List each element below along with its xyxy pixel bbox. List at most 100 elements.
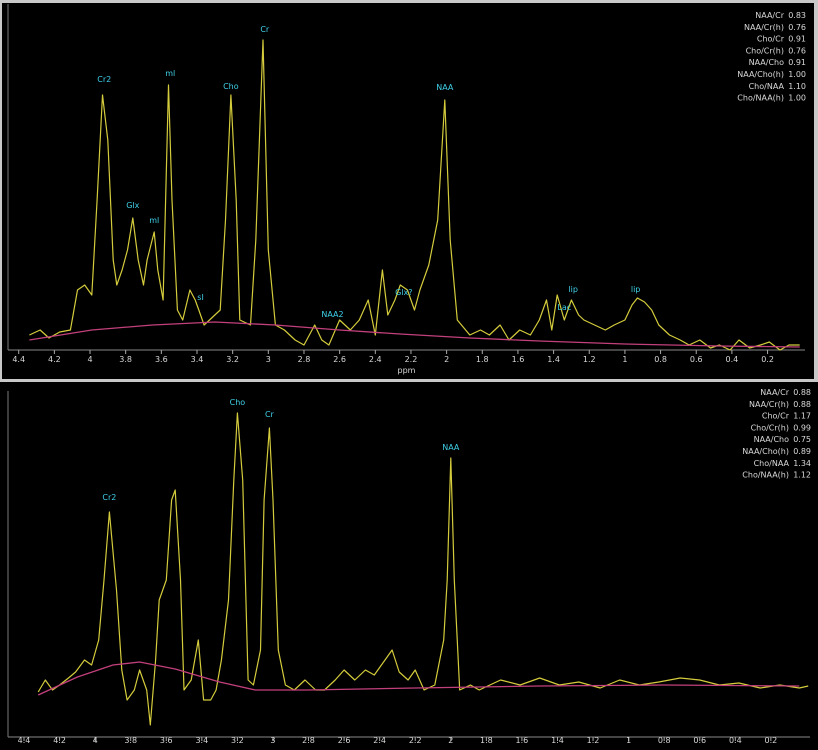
x-tick-label: 0.2 — [761, 355, 774, 364]
ratio-name: NAA/Cho — [749, 58, 785, 67]
x-tick-label: 2.4 — [373, 736, 386, 745]
x-tick-label: 3 — [266, 355, 271, 364]
panel-bottom — [0, 382, 818, 750]
ratio-name: NAA/Cho(h) — [742, 447, 789, 456]
baseline — [37, 661, 800, 696]
x-tick-label: 3.2 — [231, 736, 244, 745]
peak-label: lip — [568, 285, 578, 294]
x-tick-label: 2.6 — [333, 355, 346, 364]
panel-top — [2, 3, 814, 379]
x-tick-label: 3.2 — [226, 355, 239, 364]
peak-label: ml — [165, 69, 175, 78]
x-tick-label: 3.8 — [119, 355, 132, 364]
x-axis-label: ppm — [398, 366, 416, 375]
ratio-value: 1.10 — [788, 82, 806, 91]
x-tick-label: 4.4 — [18, 736, 31, 745]
peak-label: NAA2 — [321, 310, 343, 319]
ratio-name: NAA/Cr — [760, 388, 789, 397]
ratio-value: 0.83 — [788, 11, 806, 20]
x-tick-label: 0.6 — [690, 355, 703, 364]
peak-label: Cr — [265, 410, 275, 419]
x-tick-label: 1.8 — [480, 736, 493, 745]
peak-label: Lac — [557, 303, 571, 312]
ratio-name: Cho/NAA(h) — [737, 94, 784, 103]
peak-label: Cr — [260, 25, 270, 34]
ratio-name: Cho/Cr — [757, 35, 785, 44]
spectrum — [29, 39, 800, 351]
x-tick-label: 2.8 — [298, 355, 311, 364]
peak-label: Glx? — [395, 288, 412, 297]
ratio-name: NAA/Cr — [755, 11, 784, 20]
spectrum — [37, 412, 809, 726]
peak-label: NAA — [442, 443, 460, 452]
x-tick-label: 1.6 — [516, 736, 529, 745]
x-tick-label: 4 — [93, 736, 98, 745]
ratio-value: 0.76 — [788, 46, 806, 55]
x-tick-label: 1.2 — [587, 736, 600, 745]
ratio-name: NAA/Cr(h) — [744, 23, 784, 32]
x-tick-label: 2.6 — [338, 736, 351, 745]
peak-label: NAA — [436, 83, 454, 92]
peak-label: Glx — [126, 201, 139, 210]
x-tick-label: 4.2 — [48, 355, 61, 364]
x-tick-label: 3.6 — [160, 736, 173, 745]
ratio-value: 0.76 — [788, 23, 806, 32]
x-tick-label: 3.4 — [195, 736, 208, 745]
peak-label: Cho — [223, 82, 239, 91]
ratio-name: Cho/NAA — [754, 459, 790, 468]
x-tick-label: 0.2 — [765, 736, 778, 745]
x-tick-label: 1.4 — [551, 736, 564, 745]
ratio-value: 1.34 — [793, 459, 811, 468]
ratio-name: NAA/Cho(h) — [737, 70, 784, 79]
ratio-value: 0.75 — [793, 435, 811, 444]
x-tick-label: 0.4 — [726, 355, 739, 364]
x-tick-label: 0.4 — [729, 736, 742, 745]
x-tick-label: 2.4 — [369, 355, 382, 364]
ratio-value: 0.99 — [793, 423, 811, 432]
ratio-value: 1.00 — [788, 70, 806, 79]
ratio-name: NAA/Cho — [754, 435, 790, 444]
peak-label: lip — [631, 285, 641, 294]
x-tick-label: 3.6 — [155, 355, 168, 364]
x-tick-label: 0.8 — [658, 736, 671, 745]
ratio-value: 0.89 — [793, 447, 811, 456]
x-tick-label: 2.2 — [405, 355, 418, 364]
x-tick-label: 3.4 — [191, 355, 204, 364]
ratio-name: Cho/Cr(h) — [751, 423, 789, 432]
x-tick-label: 4.4 — [12, 355, 25, 364]
x-tick-label: 1 — [626, 736, 631, 745]
x-tick-label: 4.2 — [53, 736, 66, 745]
ratio-value: 1.00 — [788, 94, 806, 103]
x-tick-label: 3.8 — [124, 736, 137, 745]
ratio-value: 0.91 — [788, 35, 806, 44]
x-tick-label: 1.4 — [547, 355, 560, 364]
ratio-value: 0.91 — [788, 58, 806, 67]
x-tick-label: 4 — [87, 355, 92, 364]
peak-label: ml — [149, 216, 159, 225]
ratio-value: 0.88 — [793, 400, 811, 409]
x-tick-label: 0.8 — [654, 355, 667, 364]
ratio-value: 1.12 — [793, 471, 811, 480]
x-tick-label: 2.2 — [409, 736, 422, 745]
x-tick-label: 0.6 — [693, 736, 706, 745]
x-tick-label: 1 — [622, 355, 627, 364]
peak-label: sI — [197, 293, 204, 302]
ratio-name: Cho/Cr — [762, 412, 790, 421]
ratio-name: NAA/Cr(h) — [749, 400, 789, 409]
x-tick-label: 1.6 — [512, 355, 525, 364]
ratio-name: Cho/NAA — [749, 82, 785, 91]
peak-label: Cr2 — [97, 75, 111, 84]
ratio-name: Cho/NAA(h) — [742, 471, 789, 480]
peak-label: Cr2 — [102, 493, 116, 502]
x-tick-label: 2 — [444, 355, 449, 364]
ratio-value: 0.88 — [793, 388, 811, 397]
baseline — [29, 321, 800, 348]
x-tick-label: 1.2 — [583, 355, 596, 364]
peak-label: Cho — [230, 398, 246, 407]
ratio-name: Cho/Cr(h) — [746, 46, 784, 55]
ratio-value: 1.17 — [793, 412, 811, 421]
x-tick-label: 2.8 — [302, 736, 315, 745]
x-tick-label: 3 — [270, 736, 275, 745]
x-tick-label: 2 — [448, 736, 453, 745]
